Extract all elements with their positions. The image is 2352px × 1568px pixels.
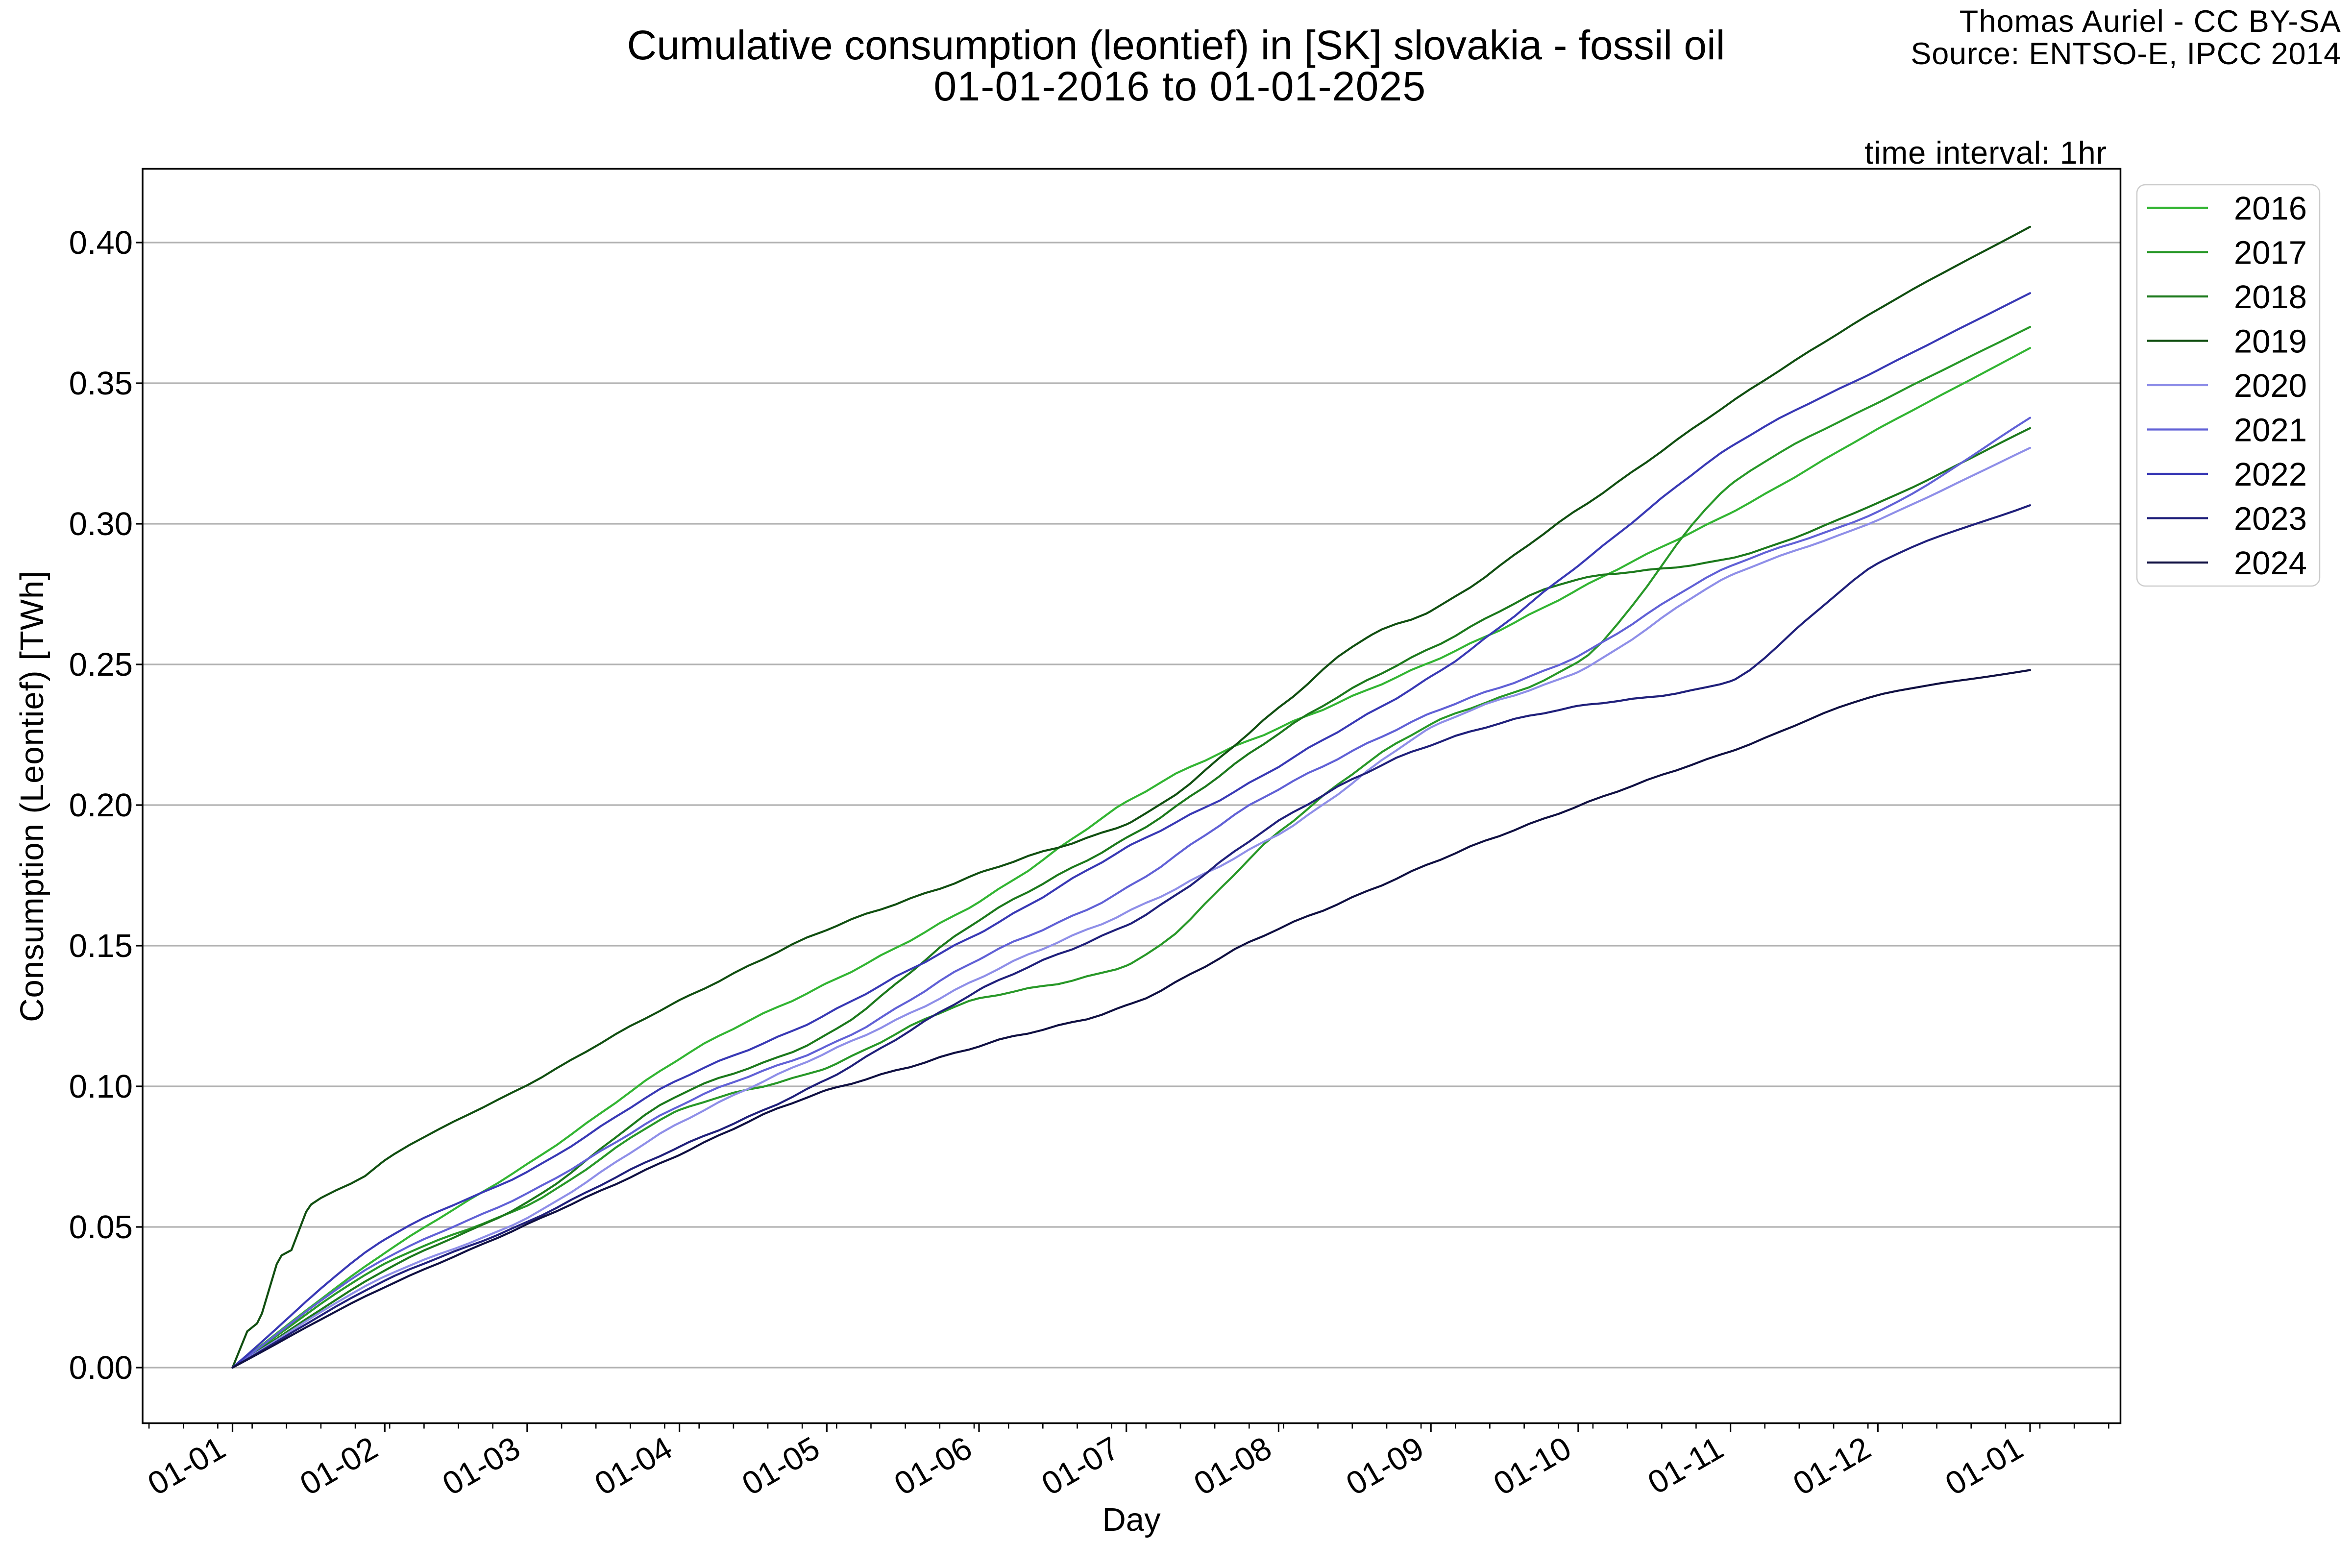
svg-text:01-01-2016 to 01-01-2025: 01-01-2016 to 01-01-2025 (934, 63, 1426, 109)
svg-text:2016: 2016 (2234, 190, 2307, 227)
svg-text:2024: 2024 (2234, 545, 2307, 582)
svg-text:0.00: 0.00 (69, 1349, 133, 1386)
svg-text:0.10: 0.10 (69, 1068, 133, 1105)
svg-text:2022: 2022 (2234, 456, 2307, 493)
svg-text:Cumulative consumption (leonti: Cumulative consumption (leontief) in [SK… (627, 22, 1725, 68)
svg-text:2017: 2017 (2234, 235, 2307, 271)
svg-text:2021: 2021 (2234, 412, 2307, 449)
svg-text:0.05: 0.05 (69, 1209, 133, 1246)
svg-text:Source: ENTSO-E, IPCC 2014: Source: ENTSO-E, IPCC 2014 (1911, 37, 2341, 71)
svg-text:2020: 2020 (2234, 368, 2307, 404)
svg-text:2019: 2019 (2234, 323, 2307, 360)
svg-text:0.40: 0.40 (69, 224, 133, 261)
svg-text:Day: Day (1102, 1501, 1161, 1538)
svg-text:0.20: 0.20 (69, 787, 133, 824)
svg-text:0.30: 0.30 (69, 506, 133, 542)
svg-text:2023: 2023 (2234, 501, 2307, 538)
svg-text:Consumption (Leontief) [TWh]: Consumption (Leontief) [TWh] (14, 570, 50, 1022)
svg-text:2018: 2018 (2234, 279, 2307, 316)
svg-text:0.35: 0.35 (69, 365, 133, 402)
svg-text:0.15: 0.15 (69, 928, 133, 964)
svg-text:time interval: 1hr: time interval: 1hr (1864, 135, 2107, 171)
svg-text:0.25: 0.25 (69, 646, 133, 683)
svg-text:Thomas Auriel - CC BY-SA: Thomas Auriel - CC BY-SA (1960, 4, 2341, 39)
